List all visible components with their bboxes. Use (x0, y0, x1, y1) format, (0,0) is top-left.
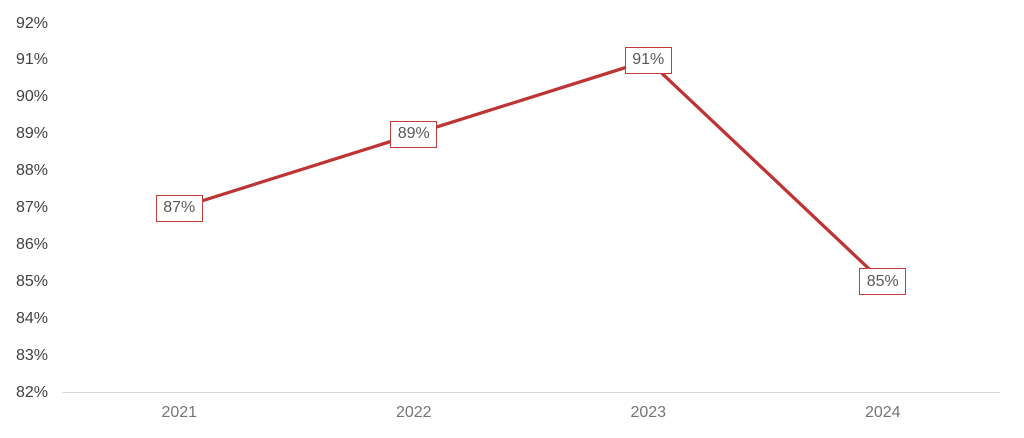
x-axis-tick-label: 2022 (395, 404, 432, 421)
data-label: 89% (390, 120, 438, 148)
y-axis-tick-label: 87% (15, 199, 48, 216)
x-axis-tick-label: 2024 (864, 404, 901, 421)
y-axis-tick-label: 92% (15, 14, 48, 32)
y-axis-tick-label: 88% (15, 162, 48, 180)
x-axis-tick-label: 2023 (630, 404, 667, 421)
data-label: 91% (624, 46, 672, 74)
data-label: 85% (859, 268, 907, 296)
y-axis-tick-label: 90% (15, 88, 48, 106)
y-axis-tick-label: 85% (15, 272, 48, 290)
y-axis-tick-label: 84% (15, 309, 48, 327)
y-axis-tick-label: 89% (15, 125, 48, 143)
y-axis-tick-label: 86% (15, 235, 48, 253)
y-axis-tick-label: 82% (15, 383, 48, 401)
y-axis-tick-label: 91% (15, 51, 48, 69)
data-label: 87% (155, 194, 203, 222)
y-axis-tick-label: 83% (15, 346, 48, 364)
x-axis-tick-label: 2021 (161, 404, 198, 421)
series-line (178, 58, 884, 283)
